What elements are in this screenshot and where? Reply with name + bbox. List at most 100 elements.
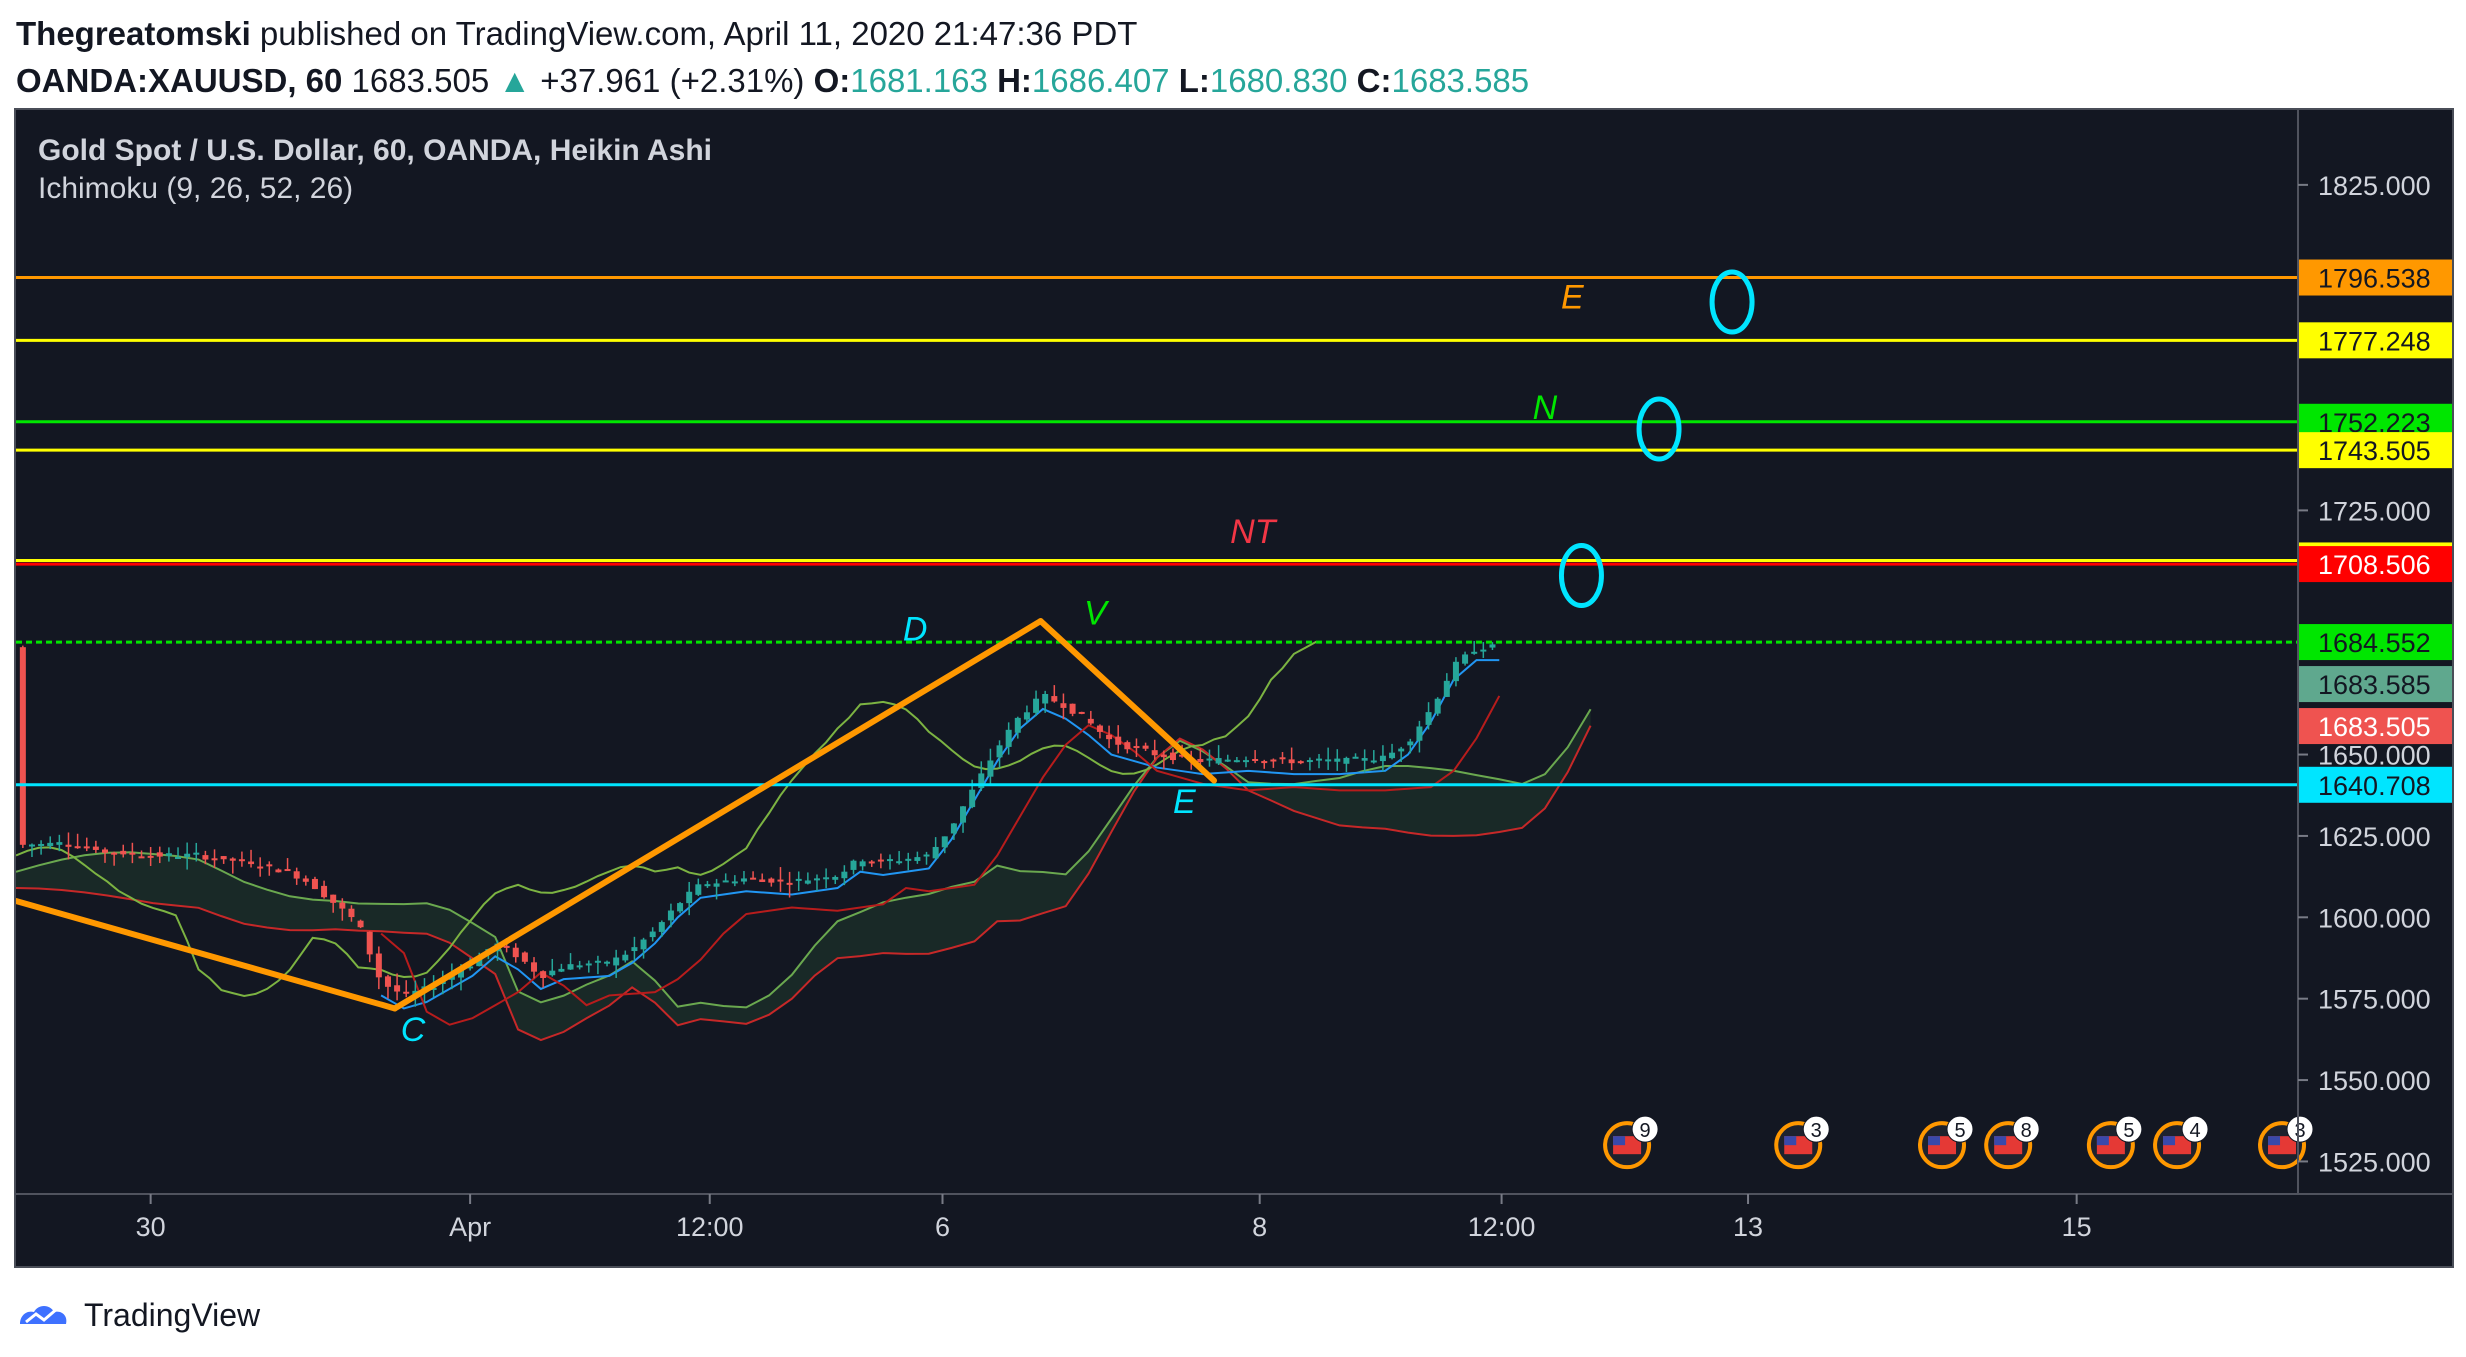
candle-body <box>521 952 528 962</box>
candle-body <box>1197 759 1204 763</box>
candle-body <box>1434 698 1441 714</box>
us-flag-canton <box>1928 1136 1941 1146</box>
event-count: 3 <box>1811 1120 1822 1142</box>
candle-body <box>713 883 720 887</box>
candle-body <box>1014 717 1021 733</box>
candle-body <box>211 858 218 861</box>
publish-line: Thegreatomski published on TradingView.c… <box>16 10 2446 58</box>
pattern-leg[interactable] <box>16 898 398 1012</box>
up-arrow-icon: ▲ <box>498 62 532 99</box>
high-label: H: <box>997 62 1032 99</box>
annotation-V[interactable]: V <box>1084 594 1110 632</box>
candle-body <box>841 871 848 879</box>
candle-body <box>1343 757 1350 764</box>
candle-body <box>348 908 355 918</box>
x-tick-label: 8 <box>1252 1212 1267 1242</box>
event-count-badge <box>2286 1115 2314 1143</box>
x-tick-label: Apr <box>449 1212 491 1242</box>
indicator-label[interactable]: Ichimoku (9, 26, 52, 26) <box>38 172 353 205</box>
candle-body <box>1096 725 1103 732</box>
candle-body <box>540 971 547 978</box>
tenkan-sen-line <box>380 659 1500 1010</box>
target-circle[interactable] <box>1558 543 1604 609</box>
chikou-span-line <box>16 640 1318 998</box>
annotation-NT[interactable]: NT <box>1230 513 1278 551</box>
tradingview-logo-icon[interactable] <box>14 1298 72 1332</box>
candle-body <box>613 957 620 966</box>
candle-body <box>1443 680 1450 697</box>
level-tag-1743.505 <box>2298 432 2452 469</box>
chart-area[interactable]: 1796.5381777.2481752.2231743.5051709.625… <box>14 108 2454 1268</box>
candle-body <box>987 760 994 777</box>
candle-body <box>868 861 875 864</box>
candle-body <box>1416 726 1423 741</box>
us-flag-canton <box>2096 1136 2109 1146</box>
candle-body <box>1379 755 1386 762</box>
annotation-E[interactable]: E <box>1561 279 1584 317</box>
candle-body <box>969 789 976 808</box>
pattern-leg[interactable] <box>391 618 1044 1012</box>
candle-body <box>1115 736 1122 745</box>
pattern-leg[interactable] <box>1037 618 1218 784</box>
candle-body <box>768 878 775 883</box>
candle-body <box>1224 759 1231 762</box>
high-value: 1686.407 <box>1031 62 1170 99</box>
annotation-N[interactable]: N <box>1533 389 1558 427</box>
candle-body <box>1042 694 1049 704</box>
low-value: 1680.830 <box>1209 62 1348 99</box>
candle-body <box>238 859 245 862</box>
event-count: 5 <box>1954 1120 1965 1142</box>
candle-body <box>1151 750 1158 756</box>
level-tag-1796.538 <box>2298 259 2452 296</box>
event-count: 4 <box>2189 1120 2200 1142</box>
ohlc-line: OANDA:XAUUSD, 60 1683.505 ▲ +37.961 (+2.… <box>16 58 2446 104</box>
event-count-badge <box>2115 1115 2143 1143</box>
candle-body <box>92 846 99 850</box>
candle-body <box>576 965 583 968</box>
candle-body <box>1480 649 1487 652</box>
candle-body <box>1334 758 1341 762</box>
candle-body <box>740 878 747 882</box>
price-tag-1683.585 <box>2298 666 2452 703</box>
x-tick-label: 30 <box>136 1212 166 1242</box>
us-flag-canton <box>2163 1136 2176 1146</box>
symbol: OANDA:XAUUSD, 60 <box>16 62 343 99</box>
x-tick-label: 13 <box>1733 1212 1763 1242</box>
candle-body <box>1160 754 1167 758</box>
y-tick-label: 1725.000 <box>2318 496 2431 526</box>
candle-body <box>1106 734 1113 740</box>
chart-canvas[interactable]: 1796.5381777.2481752.2231743.5051709.625… <box>16 110 2452 1266</box>
candle-body <box>640 939 647 950</box>
candle-body <box>220 856 227 860</box>
level-tag-1708.506 <box>2298 546 2452 583</box>
candle-body <box>1078 711 1085 714</box>
pattern-label-C[interactable]: C <box>401 1011 426 1049</box>
tradingview-brand[interactable]: TradingView <box>84 1296 261 1333</box>
candle-body <box>905 858 912 861</box>
pattern-label-D[interactable]: D <box>903 611 928 649</box>
author-name[interactable]: Thegreatomski <box>16 15 251 52</box>
candle-body <box>1242 760 1249 763</box>
level-tag-1777.248 <box>2298 322 2452 359</box>
candle-body <box>512 947 519 958</box>
candle-body <box>120 850 127 855</box>
candle-body <box>366 931 373 955</box>
candle-body <box>293 871 300 879</box>
candle-body <box>932 846 939 859</box>
close-label: C: <box>1356 62 1392 99</box>
close-value: 1683.585 <box>1391 62 1530 99</box>
pattern-label-E[interactable]: E <box>1173 783 1196 821</box>
candle-body <box>1471 651 1478 654</box>
candle-body <box>147 855 154 858</box>
candle-body <box>311 878 318 890</box>
candle-body <box>1489 644 1496 648</box>
candle-body <box>649 931 656 938</box>
y-tick-label: 1625.000 <box>2318 822 2431 852</box>
target-circle[interactable] <box>1709 269 1755 335</box>
event-count-badge <box>1631 1115 1659 1143</box>
price-tag-1683.505 <box>2298 708 2452 745</box>
candle-body <box>1398 748 1405 752</box>
candle-body <box>731 881 738 884</box>
x-tick-label: 15 <box>2062 1212 2092 1242</box>
target-circle[interactable] <box>1636 396 1682 462</box>
